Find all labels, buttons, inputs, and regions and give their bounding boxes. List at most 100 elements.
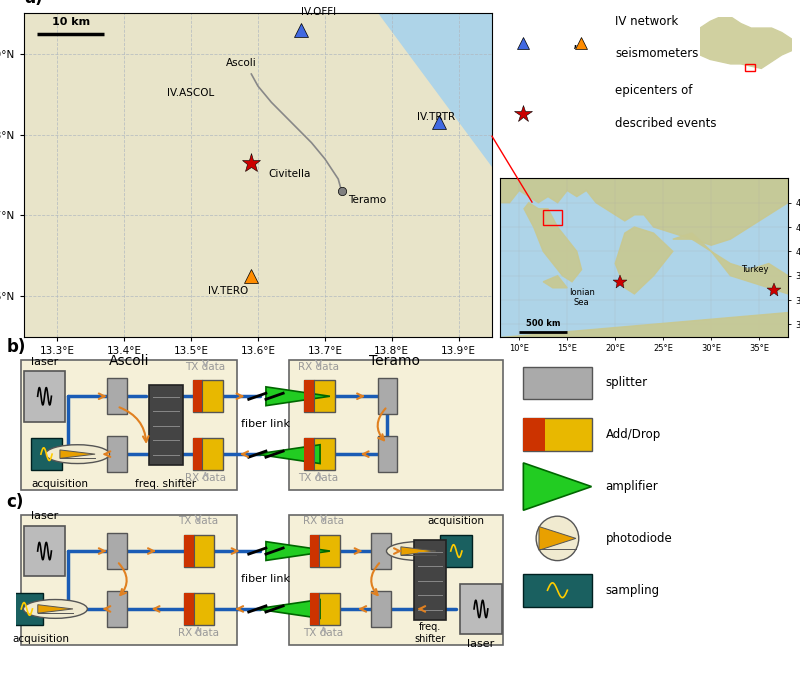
FancyBboxPatch shape (523, 419, 591, 451)
Text: RX data: RX data (303, 516, 344, 526)
FancyBboxPatch shape (304, 380, 314, 412)
Text: ,: , (573, 35, 578, 50)
Text: acquisition: acquisition (32, 479, 89, 489)
Text: freq.
shifter: freq. shifter (414, 622, 446, 643)
FancyBboxPatch shape (523, 574, 591, 606)
Text: Ascoli: Ascoli (226, 59, 257, 69)
FancyBboxPatch shape (310, 535, 340, 567)
Polygon shape (700, 17, 792, 69)
Circle shape (386, 542, 450, 561)
FancyBboxPatch shape (184, 593, 194, 625)
FancyBboxPatch shape (523, 367, 591, 399)
Text: acquisition: acquisition (428, 516, 485, 526)
Text: a): a) (24, 0, 42, 7)
Text: fiber link: fiber link (242, 419, 290, 429)
Polygon shape (500, 178, 788, 245)
Text: laser: laser (31, 511, 58, 522)
Polygon shape (60, 450, 95, 458)
FancyBboxPatch shape (304, 438, 335, 470)
Text: laser: laser (467, 639, 494, 649)
Polygon shape (256, 445, 320, 464)
FancyBboxPatch shape (193, 380, 202, 412)
Text: acquisition: acquisition (12, 634, 69, 643)
Text: RX data: RX data (178, 628, 218, 638)
Text: Ascoli: Ascoli (109, 354, 150, 368)
Polygon shape (673, 233, 788, 294)
Polygon shape (266, 542, 330, 561)
FancyBboxPatch shape (107, 378, 126, 415)
Text: IV.ASCOL: IV.ASCOL (167, 87, 214, 98)
Text: Turkey: Turkey (741, 265, 768, 274)
FancyBboxPatch shape (289, 515, 503, 645)
Polygon shape (266, 387, 330, 406)
FancyBboxPatch shape (371, 591, 391, 627)
FancyBboxPatch shape (184, 535, 194, 567)
Text: 10 km: 10 km (52, 17, 90, 27)
Text: TX data: TX data (303, 628, 343, 638)
Bar (543, 210, 562, 225)
FancyBboxPatch shape (11, 593, 43, 625)
FancyBboxPatch shape (304, 380, 335, 412)
FancyBboxPatch shape (184, 535, 214, 567)
FancyBboxPatch shape (193, 380, 223, 412)
Text: described events: described events (615, 117, 717, 130)
Text: Add/Drop: Add/Drop (606, 428, 661, 441)
FancyBboxPatch shape (440, 535, 472, 567)
Text: IV.OFFI: IV.OFFI (301, 7, 336, 17)
Text: photodiode: photodiode (606, 532, 673, 545)
FancyBboxPatch shape (371, 533, 391, 569)
Text: b): b) (6, 339, 26, 357)
Text: laser: laser (31, 357, 58, 367)
FancyBboxPatch shape (523, 419, 545, 451)
FancyBboxPatch shape (21, 360, 238, 491)
Text: amplifier: amplifier (606, 480, 658, 493)
Polygon shape (500, 312, 788, 336)
Text: Teramo: Teramo (370, 354, 420, 368)
Circle shape (23, 600, 87, 618)
Text: TX data: TX data (298, 473, 338, 483)
FancyBboxPatch shape (414, 540, 446, 620)
Text: 500 km: 500 km (526, 319, 561, 328)
FancyBboxPatch shape (184, 593, 214, 625)
Text: splitter: splitter (606, 376, 648, 390)
Text: Teramo: Teramo (348, 195, 386, 205)
Text: Ionian
Sea: Ionian Sea (569, 288, 594, 308)
Text: IV network: IV network (615, 15, 678, 28)
FancyBboxPatch shape (289, 360, 503, 491)
Polygon shape (523, 463, 591, 510)
FancyBboxPatch shape (193, 438, 202, 470)
Text: fiber link: fiber link (242, 574, 290, 584)
Polygon shape (524, 203, 582, 282)
Polygon shape (539, 526, 576, 551)
Text: RX data: RX data (298, 361, 339, 371)
Text: sampling: sampling (606, 583, 660, 597)
FancyBboxPatch shape (21, 515, 238, 645)
FancyBboxPatch shape (378, 378, 398, 415)
Text: RX data: RX data (185, 473, 226, 483)
FancyBboxPatch shape (107, 436, 126, 472)
FancyBboxPatch shape (378, 436, 398, 472)
FancyBboxPatch shape (107, 591, 126, 627)
FancyBboxPatch shape (310, 535, 319, 567)
Text: IV.TRTR: IV.TRTR (417, 112, 455, 122)
FancyBboxPatch shape (304, 438, 314, 470)
Polygon shape (615, 227, 673, 294)
Text: c): c) (6, 493, 23, 511)
Polygon shape (543, 276, 567, 288)
FancyBboxPatch shape (149, 386, 183, 465)
Text: TX data: TX data (178, 516, 218, 526)
FancyBboxPatch shape (107, 533, 126, 569)
Polygon shape (256, 600, 320, 618)
Polygon shape (401, 547, 436, 555)
Text: IV.TERO: IV.TERO (208, 287, 248, 296)
Bar (745, 64, 755, 71)
Polygon shape (378, 13, 492, 167)
FancyBboxPatch shape (24, 371, 66, 421)
FancyBboxPatch shape (24, 526, 66, 576)
Text: Civitella: Civitella (268, 168, 310, 178)
FancyBboxPatch shape (193, 438, 223, 470)
FancyBboxPatch shape (30, 438, 62, 470)
FancyBboxPatch shape (460, 583, 502, 634)
Circle shape (536, 516, 578, 561)
Text: TX data: TX data (186, 361, 226, 371)
